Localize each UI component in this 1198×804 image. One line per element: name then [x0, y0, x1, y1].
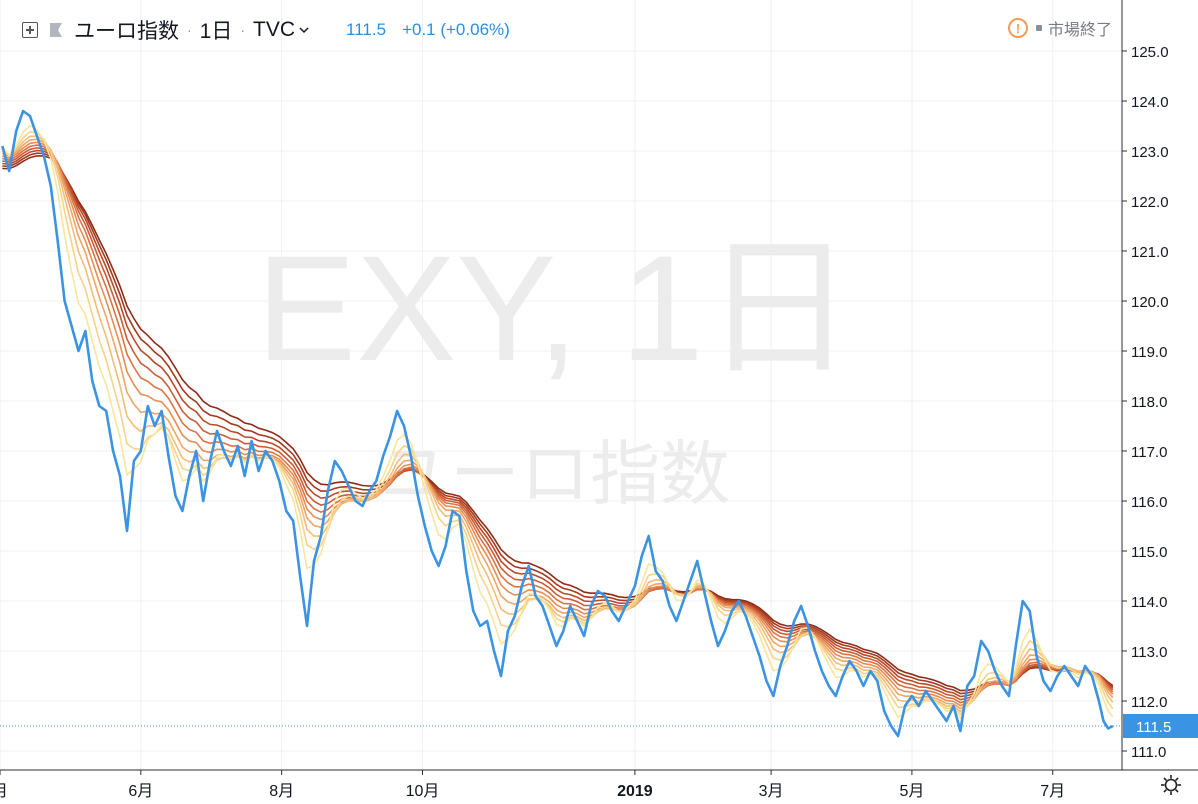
x-tick-label: 6月 — [128, 783, 153, 800]
ma-ribbon-line — [2, 149, 1114, 698]
y-tick-label: 113.0 — [1131, 644, 1167, 661]
watermark-symbol: EXY, 1日 — [256, 224, 854, 392]
x-tick-label: 8月 — [269, 783, 294, 800]
x-tick-label: 10月 — [406, 783, 440, 800]
chevron-down-icon[interactable] — [298, 24, 310, 36]
symbol-name[interactable]: ユーロ指数 — [74, 20, 179, 43]
gear-icon[interactable] — [1158, 772, 1184, 798]
chart-watermark: EXY, 1日 ユーロ指数 — [256, 224, 854, 513]
price-axis: 125.0 124.0 123.0 122.0 121.0 120.0 119.0 118.0… — [1121, 0, 1198, 770]
y-tick-label: 115.0 — [1131, 544, 1167, 561]
last-price-badge-label: 111.5 — [1136, 719, 1171, 736]
y-tick-label: 120.0 — [1131, 294, 1169, 311]
y-tick-label: 117.0 — [1131, 444, 1167, 461]
last-price: 111.5 — [346, 20, 387, 39]
ma-ribbon-line — [2, 147, 1114, 701]
x-tick-label: 3月 — [759, 783, 784, 800]
ma-ribbon-line — [2, 152, 1114, 695]
y-tick-label: 125.0 — [1131, 44, 1169, 61]
x-tick-label: 7月 — [1040, 783, 1065, 800]
separator-dot: · — [187, 22, 192, 38]
price-line — [1, 109, 1114, 738]
y-tick-label: 122.0 — [1131, 194, 1169, 211]
market-status-label: 市場終了 — [1047, 22, 1112, 39]
y-tick-label: 119.0 — [1131, 344, 1167, 361]
ma-ribbon-line — [1, 138, 1114, 710]
y-tick-label: 124.0 — [1131, 94, 1169, 111]
y-tick-label: 112.0 — [1131, 694, 1167, 711]
y-tick-label: 123.0 — [1131, 144, 1169, 161]
ma-ribbon — [1, 124, 1114, 720]
market-status[interactable]: ! 市場終了 — [1007, 14, 1112, 42]
ma-ribbon-line — [2, 155, 1114, 692]
y-tick-label: 114.0 — [1131, 594, 1167, 611]
time-axis: 月 6月 8月 10月 2019 3月 5月 7月 — [0, 769, 1198, 800]
y-tick-label: 111.0 — [1131, 744, 1166, 761]
status-dot-icon — [1035, 25, 1042, 31]
price-series — [1, 109, 1114, 738]
y-tick-label: 118.0 — [1131, 394, 1167, 411]
ma-ribbon-line — [2, 144, 1114, 704]
x-tick-label: 2019 — [617, 783, 653, 800]
y-tick-label: 116.0 — [1131, 494, 1167, 511]
last-price-badge — [1123, 714, 1198, 738]
expand-icon[interactable] — [22, 22, 38, 38]
price-change: +0.1 (+0.06%) — [402, 20, 510, 39]
legend-bar: ユーロ指数 · 1日 · TVC 111.5 +0.1 (+0.06%) — [0, 14, 510, 46]
warning-icon[interactable]: ! — [1007, 18, 1028, 38]
flag-icon — [50, 23, 62, 37]
ma-ribbon-line — [2, 141, 1114, 707]
x-tick-label: 5月 — [899, 783, 924, 800]
x-tick-label: 月 — [0, 783, 8, 800]
separator-dot: · — [240, 22, 246, 38]
exchange-label[interactable]: TVC — [253, 18, 296, 41]
interval-label[interactable]: 1日 — [199, 20, 233, 43]
y-tick-label: 121.0 — [1131, 244, 1169, 261]
ma-ribbon-line — [1, 135, 1114, 713]
